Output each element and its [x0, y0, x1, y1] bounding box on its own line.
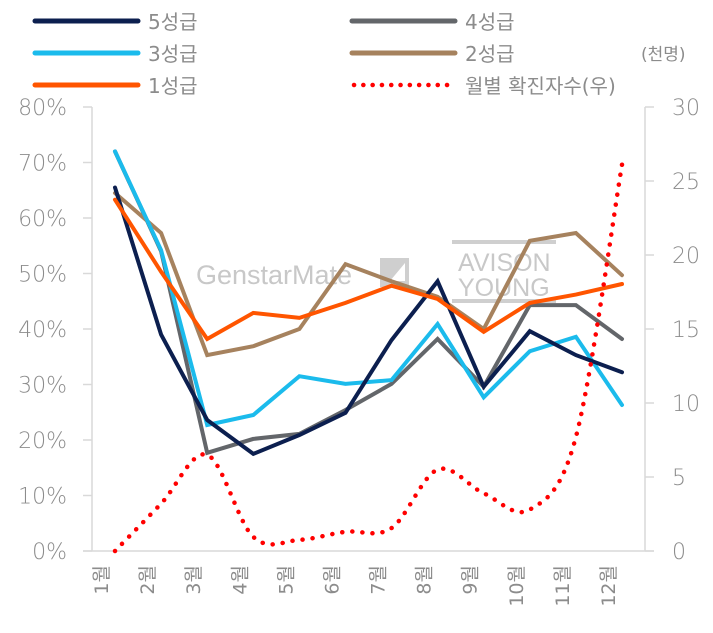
right-axis-tick-label: 15 — [672, 318, 700, 343]
x-axis-tick-label: 6월 — [321, 565, 343, 595]
left-axis-tick-label: 80% — [18, 96, 67, 121]
left-axis-tick-label: 0% — [32, 540, 67, 565]
plot-area — [112, 149, 625, 554]
x-axis-tick-label: 11월 — [552, 565, 574, 607]
avison-bottom-bar — [452, 299, 556, 303]
x-axis-tick-label: 9월 — [460, 565, 482, 595]
avison-top-bar — [452, 240, 556, 244]
right-axis-tick-label: 10 — [672, 392, 700, 417]
legend-label: 4성급 — [465, 10, 515, 34]
x-axis-tick-label: 8월 — [414, 565, 436, 595]
legend: 5성급 4성급 3성급 2성급 1성급 월별 확진자수(우) — [32, 10, 616, 98]
watermark-avison-young: AVISON YOUNG — [452, 240, 556, 303]
left-axis-tick-label: 10% — [18, 485, 67, 510]
series-line-5성급 — [113, 185, 624, 457]
x-axis-tick-label: 2월 — [137, 565, 159, 595]
left-axis-tick-label: 40% — [18, 318, 67, 343]
right-axis-tick-label: 25 — [672, 170, 700, 195]
series-line-3성급 — [113, 149, 624, 428]
legend-item: 1성급 — [32, 74, 198, 98]
legend-item: 5성급 — [32, 10, 198, 34]
legend-label: 월별 확진자수(우) — [465, 74, 616, 98]
x-axis-tick-label: 7월 — [368, 565, 390, 595]
x-axis-tick-label: 10월 — [506, 565, 528, 607]
x-axis-tick-label: 1월 — [91, 565, 113, 595]
legend-label: 5성급 — [148, 10, 198, 34]
left-axis-tick-label: 60% — [18, 207, 67, 232]
x-axis-tick-label: 4월 — [229, 565, 251, 595]
watermark-genstarmate-text: GenstarMate — [196, 260, 352, 290]
legend-label: 1성급 — [148, 74, 198, 98]
left-axis-tick-label: 70% — [18, 152, 67, 177]
watermark-genstarmate: GenstarMate — [196, 258, 409, 290]
x-axis-tick-label: 5월 — [275, 565, 297, 595]
series-line-2성급 — [113, 191, 624, 358]
x-axis-tick-label: 12월 — [598, 565, 620, 607]
series-line-월별 확진자수(우) — [112, 162, 625, 554]
legend-item: 3성급 — [32, 42, 198, 66]
axes — [83, 107, 654, 552]
x-axis-labels: 1월 2월 3월 4월 5월 6월 7월 8월 9월 10월 11월 12월 — [91, 565, 620, 607]
legend-item: 4성급 — [349, 10, 515, 34]
x-axis-tick-label: 3월 — [183, 565, 205, 595]
left-axis-tick-label: 50% — [18, 263, 67, 288]
avison-text-line1: AVISON — [458, 249, 551, 277]
right-axis-tick-label: 20 — [672, 244, 700, 269]
genstarmate-logo-mark-icon — [390, 263, 405, 281]
legend-label: 3성급 — [148, 42, 198, 66]
right-axis-unit-label: (천명) — [641, 45, 686, 65]
right-axis-ticks: 0 5 10 15 20 25 30 — [645, 96, 700, 565]
legend-item: 2성급 — [349, 42, 515, 66]
left-axis-ticks: 0% 10% 20% 30% 40% 50% 60% 70% 80% — [18, 96, 92, 565]
right-axis-tick-label: 0 — [672, 540, 686, 565]
legend-label: 2성급 — [465, 42, 515, 66]
series-line-4성급 — [113, 149, 624, 456]
left-axis-tick-label: 20% — [18, 429, 67, 454]
right-axis-tick-label: 30 — [672, 96, 700, 121]
right-axis-tick-label: 5 — [672, 466, 686, 491]
legend-item: 월별 확진자수(우) — [351, 74, 616, 98]
left-axis-tick-label: 30% — [18, 374, 67, 399]
series-line-1성급 — [113, 197, 624, 342]
